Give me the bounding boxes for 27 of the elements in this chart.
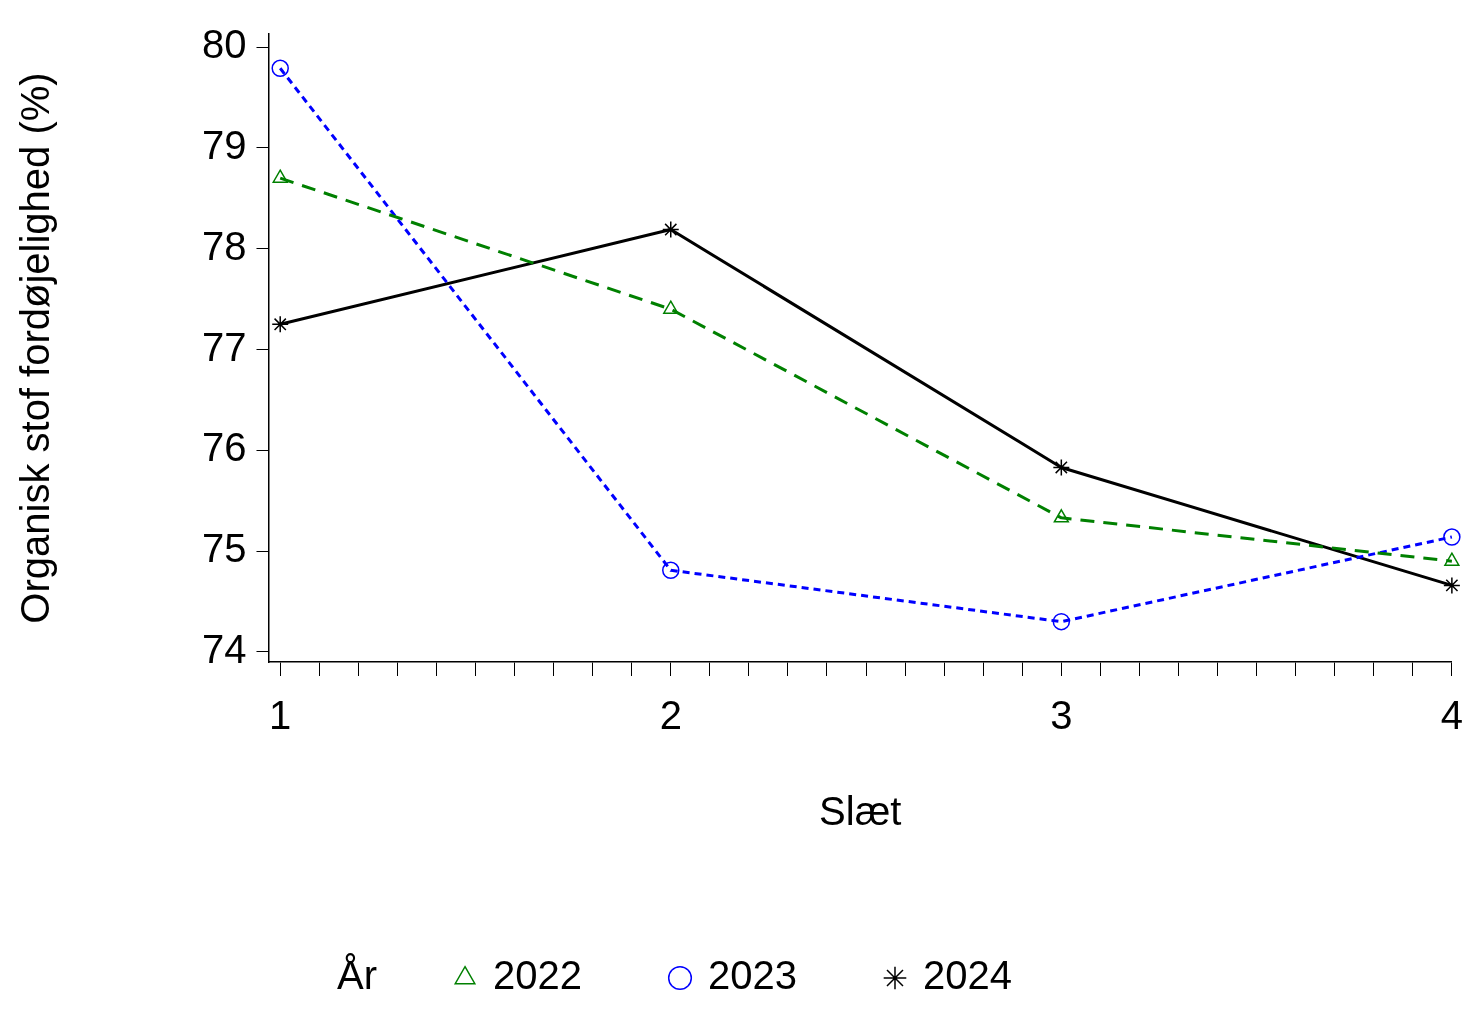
x-tick-label: 2	[659, 693, 682, 738]
point	[271, 59, 289, 78]
legend-label: 2022	[493, 953, 583, 998]
y-tick-label: 74	[201, 626, 247, 671]
point	[1443, 528, 1461, 546]
point	[662, 561, 680, 580]
y-axis-title: Organisk stof fordøjelighed (%)	[13, 72, 58, 624]
point	[1444, 552, 1460, 566]
point	[662, 220, 680, 239]
point	[1052, 612, 1071, 631]
y-tick-label: 79	[201, 122, 247, 167]
y-tick-label: 75	[201, 526, 247, 571]
point	[271, 315, 289, 334]
x-tick-label: 3	[1050, 693, 1073, 738]
point	[1443, 576, 1461, 595]
x-axis-title: Slæt	[819, 789, 902, 834]
y-tick-label: 78	[201, 223, 247, 268]
y-tick-label: 80	[201, 22, 247, 67]
legend-label: 2023	[708, 953, 797, 998]
x-tick-label: 4	[1440, 693, 1463, 738]
y-tick-label: 76	[201, 425, 247, 470]
legend-label: 2024	[922, 953, 1012, 998]
legend-title: År	[337, 953, 378, 998]
point	[1052, 458, 1071, 477]
x-tick-label: 1	[269, 693, 292, 738]
y-tick-label: 77	[201, 324, 247, 369]
point	[1053, 509, 1069, 523]
